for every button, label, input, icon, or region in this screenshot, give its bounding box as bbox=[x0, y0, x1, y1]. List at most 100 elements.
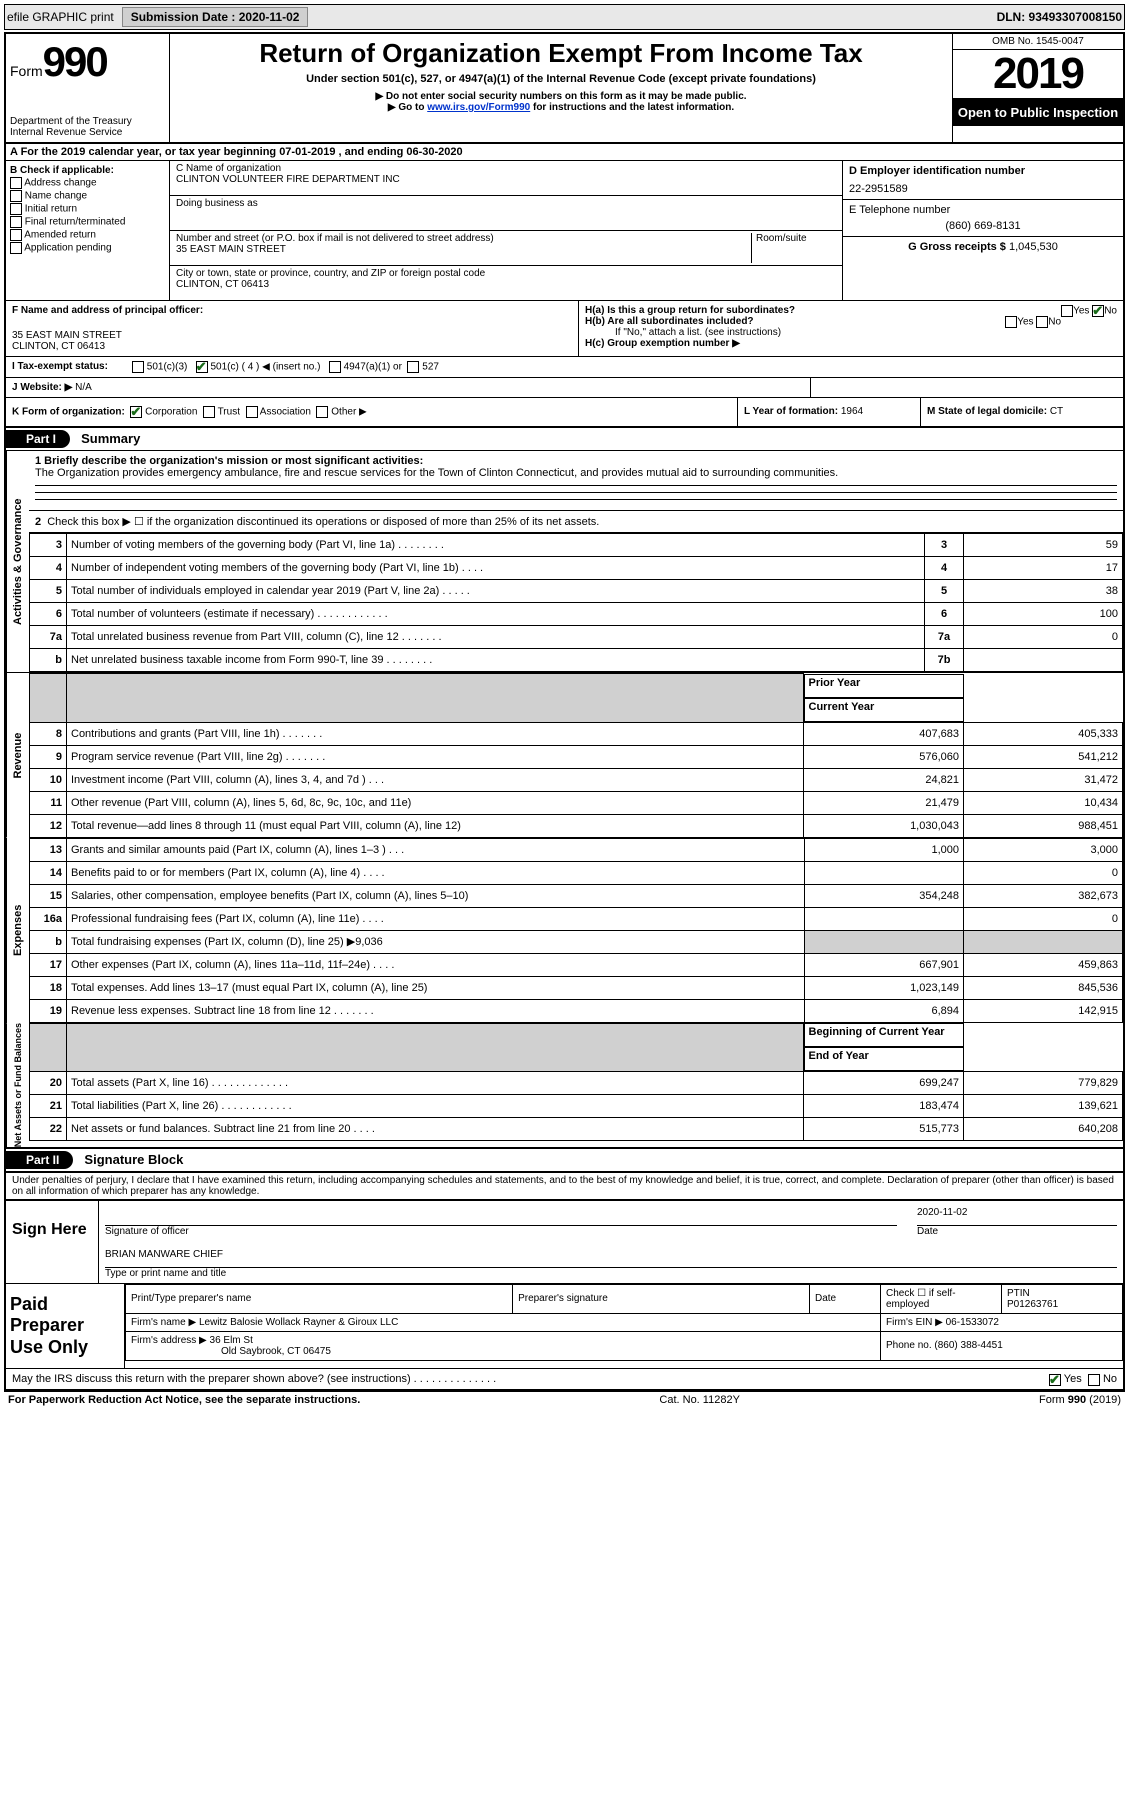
sig-line[interactable] bbox=[105, 1205, 897, 1226]
current-year: 31,472 bbox=[964, 768, 1123, 791]
col-c-name: C Name of organization CLINTON VOLUNTEER… bbox=[170, 161, 842, 300]
sig-date: 2020-11-02 bbox=[917, 1205, 1117, 1226]
firm-name: Lewitz Balosie Wollack Rayner & Giroux L… bbox=[199, 1317, 398, 1328]
checkbox-icon[interactable] bbox=[10, 177, 22, 189]
phone-value: (860) 669-8131 bbox=[849, 220, 1117, 232]
line-box: 7b bbox=[925, 649, 964, 672]
line-desc: Total revenue—add lines 8 through 11 (mu… bbox=[67, 814, 804, 837]
line-desc: Other revenue (Part VIII, column (A), li… bbox=[67, 791, 804, 814]
table-row: 18 Total expenses. Add lines 13–17 (must… bbox=[30, 976, 1123, 999]
dba-label: Doing business as bbox=[176, 198, 836, 209]
opt-address: Address change bbox=[24, 178, 96, 189]
hb-label: H(b) Are all subordinates included? bbox=[585, 316, 754, 327]
checkbox-icon[interactable] bbox=[1061, 305, 1073, 317]
opt-other: Other ▶ bbox=[331, 407, 366, 418]
part1-bar: Part I bbox=[6, 430, 70, 448]
paid-body: Print/Type preparer's name Preparer's si… bbox=[125, 1284, 1123, 1369]
checkbox-icon[interactable] bbox=[1005, 316, 1017, 328]
line-num: 9 bbox=[30, 745, 67, 768]
checkbox-icon[interactable] bbox=[10, 216, 22, 228]
checkbox-checked-icon[interactable] bbox=[1049, 1374, 1061, 1386]
line-desc: Total unrelated business revenue from Pa… bbox=[67, 626, 925, 649]
line-desc: Program service revenue (Part VIII, line… bbox=[67, 745, 804, 768]
m-cell: M State of legal domicile: CT bbox=[921, 398, 1123, 426]
submission-date-button[interactable]: Submission Date : 2020-11-02 bbox=[122, 7, 309, 27]
line-num: 14 bbox=[30, 861, 67, 884]
chk-address[interactable]: Address change bbox=[10, 177, 165, 189]
dln-label: DLN: 93493307008150 bbox=[997, 10, 1122, 24]
checkbox-icon[interactable] bbox=[203, 406, 215, 418]
addr1: 36 Elm St bbox=[210, 1335, 253, 1346]
current-year: 142,915 bbox=[964, 999, 1123, 1022]
checkbox-icon[interactable] bbox=[10, 190, 22, 202]
irs-link[interactable]: www.irs.gov/Form990 bbox=[427, 102, 530, 113]
form-num-foot: 990 bbox=[1068, 1394, 1086, 1406]
current-year: 541,212 bbox=[964, 745, 1123, 768]
chk-initial[interactable]: Initial return bbox=[10, 203, 165, 215]
l-cell: L Year of formation: 1964 bbox=[738, 398, 921, 426]
paid-row3: Firm's address ▶ 36 Elm StOld Saybrook, … bbox=[126, 1331, 1123, 1360]
line-num: b bbox=[30, 930, 67, 953]
addr-box: Number and street (or P.O. box if mail i… bbox=[170, 231, 842, 266]
line-desc: Number of independent voting members of … bbox=[67, 557, 925, 580]
addr-label: Number and street (or P.O. box if mail i… bbox=[176, 233, 751, 244]
table-row: 6 Total number of volunteers (estimate i… bbox=[30, 603, 1123, 626]
checkbox-icon[interactable] bbox=[316, 406, 328, 418]
part2-header: Part II Signature Block bbox=[6, 1147, 1123, 1172]
paid-table: Print/Type preparer's name Preparer's si… bbox=[125, 1284, 1123, 1361]
line-val: 38 bbox=[964, 580, 1123, 603]
line-desc: Benefits paid to or for members (Part IX… bbox=[67, 861, 805, 884]
discuss-text: May the IRS discuss this return with the… bbox=[12, 1373, 496, 1385]
chk-final[interactable]: Final return/terminated bbox=[10, 216, 165, 228]
chk-name[interactable]: Name change bbox=[10, 190, 165, 202]
table-row: 20 Total assets (Part X, line 16) . . . … bbox=[30, 1072, 1123, 1095]
prior-year: 515,773 bbox=[803, 1118, 964, 1141]
hc-label: H(c) Group exemption number ▶ bbox=[585, 338, 1117, 349]
line-desc: Number of voting members of the governin… bbox=[67, 534, 925, 557]
exp-body: 13 Grants and similar amounts paid (Part… bbox=[29, 838, 1123, 1023]
line-val: 0 bbox=[964, 626, 1123, 649]
discuss-yesno: Yes No bbox=[1049, 1373, 1117, 1385]
line-val bbox=[964, 649, 1123, 672]
line-num: 6 bbox=[30, 603, 67, 626]
checkbox-icon[interactable] bbox=[10, 229, 22, 241]
sig-officer-col: Signature of officer bbox=[105, 1205, 897, 1237]
checkbox-icon[interactable] bbox=[10, 203, 22, 215]
checkbox-icon[interactable] bbox=[10, 242, 22, 254]
warn-pre: ▶ Go to bbox=[388, 102, 427, 113]
prior-year bbox=[805, 907, 964, 930]
tax-year: 2019 bbox=[953, 50, 1123, 99]
b-label: B Check if applicable: bbox=[10, 165, 165, 176]
line-box: 5 bbox=[925, 580, 964, 603]
checkbox-icon[interactable] bbox=[246, 406, 258, 418]
q2-row: 2 Check this box ▶ ☐ if the organization… bbox=[29, 511, 1123, 533]
checkbox-icon[interactable] bbox=[132, 361, 144, 373]
hb-note: If "No," attach a list. (see instruction… bbox=[585, 327, 1117, 338]
no-label: No bbox=[1048, 317, 1061, 328]
checkbox-icon[interactable] bbox=[1036, 316, 1048, 328]
paid-row1: Print/Type preparer's name Preparer's si… bbox=[126, 1284, 1123, 1313]
ha-yesno: Yes No bbox=[1061, 305, 1117, 317]
checkbox-icon[interactable] bbox=[407, 361, 419, 373]
hb-yesno: Yes No bbox=[1005, 316, 1061, 328]
chk-pending[interactable]: Application pending bbox=[10, 242, 165, 254]
checkbox-checked-icon[interactable] bbox=[1092, 305, 1104, 317]
chk-amended[interactable]: Amended return bbox=[10, 229, 165, 241]
table-row: 12 Total revenue—add lines 8 through 11 … bbox=[30, 814, 1123, 837]
g-label: G Gross receipts $ bbox=[908, 241, 1006, 253]
ein-value: 22-2951589 bbox=[849, 183, 1117, 195]
checkbox-checked-icon[interactable] bbox=[196, 361, 208, 373]
checkbox-checked-icon[interactable] bbox=[130, 406, 142, 418]
line-desc: Total expenses. Add lines 13–17 (must eq… bbox=[67, 976, 805, 999]
checkbox-icon[interactable] bbox=[329, 361, 341, 373]
dept-label: Department of the Treasury Internal Reve… bbox=[10, 116, 165, 138]
l-value: 1964 bbox=[841, 406, 863, 417]
prior-year: 1,023,149 bbox=[805, 976, 964, 999]
part1-header: Part I Summary bbox=[6, 428, 1123, 451]
addr-label: Firm's address ▶ bbox=[131, 1335, 207, 1346]
checkbox-icon[interactable] bbox=[1088, 1374, 1100, 1386]
line-num: 5 bbox=[30, 580, 67, 603]
officer-name: BRIAN MANWARE CHIEF bbox=[105, 1247, 1117, 1268]
org-name-box: C Name of organization CLINTON VOLUNTEER… bbox=[170, 161, 842, 196]
open-inspection: Open to Public Inspection bbox=[953, 99, 1123, 126]
